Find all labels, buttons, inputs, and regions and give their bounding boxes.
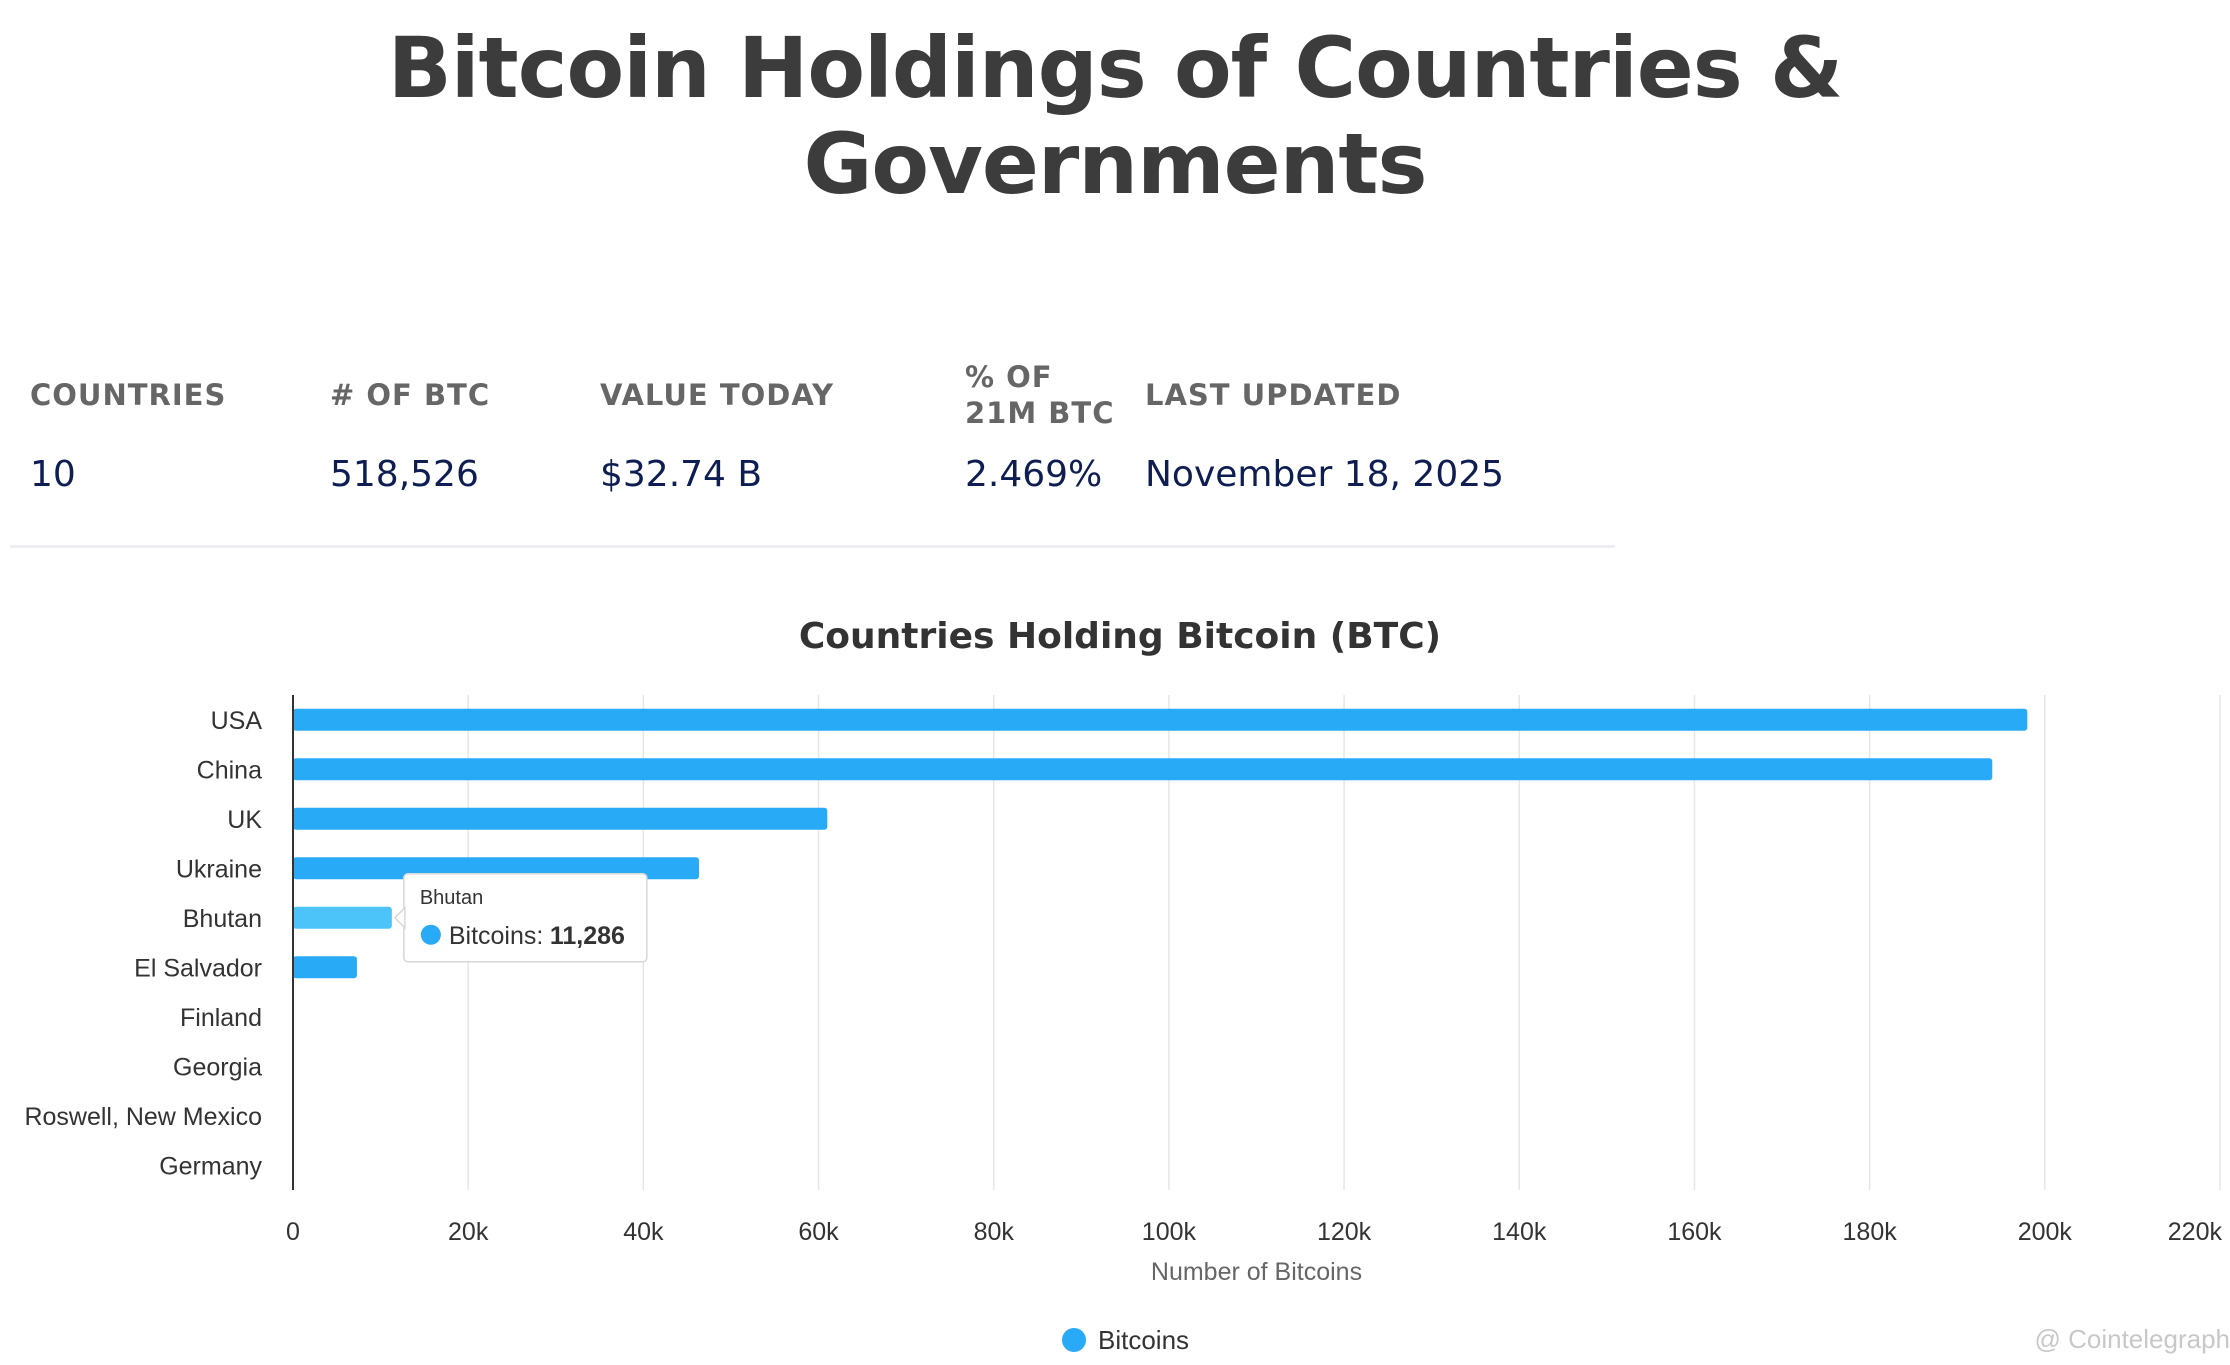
stat-value-today-label: VALUE TODAY: [600, 378, 834, 412]
stat-last-updated: LAST UPDATED November 18, 2025: [1145, 355, 1504, 497]
tooltip-marker: [420, 924, 441, 945]
category-label: Georgia: [173, 1053, 262, 1081]
category-label: UK: [227, 806, 262, 834]
x-tick-label: 200k: [2018, 1218, 2073, 1246]
stat-percent: % OF 21M BTC 2.469%: [965, 355, 1115, 497]
bar-uk[interactable]: [293, 807, 828, 830]
stats-summary: COUNTRIES 10 # OF BTC 518,526 VALUE TODA…: [10, 355, 1615, 548]
stat-countries-label: COUNTRIES: [30, 378, 227, 412]
x-tick-label: 20k: [448, 1218, 489, 1246]
x-tick-label: 80k: [974, 1218, 1015, 1246]
category-label: Roswell, New Mexico: [24, 1103, 262, 1131]
watermark: @ Cointelegraph: [2034, 1324, 2230, 1354]
chart-title: Countries Holding Bitcoin (BTC): [799, 616, 1441, 657]
category-label: Bhutan: [183, 905, 262, 933]
stat-btc: # OF BTC 518,526: [330, 355, 490, 497]
stat-percent-label: % OF 21M BTC: [965, 360, 1115, 430]
stat-last-updated-label: LAST UPDATED: [1145, 378, 1402, 412]
bar-el-salvador[interactable]: [293, 956, 357, 979]
x-tick-label: 40k: [623, 1218, 664, 1246]
tooltip-series-label: Bitcoins:: [449, 922, 550, 950]
bar-chart: Countries Holding Bitcoin (BTC) USA China…: [0, 600, 2230, 1365]
stat-btc-label: # OF BTC: [330, 378, 491, 412]
x-tick-label: 180k: [1843, 1218, 1898, 1246]
stat-last-updated-value: November 18, 2025: [1145, 454, 1505, 495]
stat-countries-value: 10: [30, 454, 76, 495]
tooltip: Bhutan Bitcoins: 11,286: [393, 873, 648, 963]
stat-value-today-value: $32.74 B: [600, 454, 763, 495]
bar-bhutan[interactable]: [293, 906, 392, 929]
page-title: Bitcoin Holdings of Countries & Governme…: [0, 20, 2230, 212]
category-label: Germany: [159, 1152, 262, 1180]
stat-btc-value: 518,526: [330, 454, 479, 495]
category-label: El Salvador: [134, 954, 262, 982]
category-labels: USA China UK Ukraine Bhutan El Salvador Finlan…: [24, 707, 262, 1181]
category-label: USA: [211, 707, 263, 735]
x-tick-label: 60k: [798, 1218, 839, 1246]
stat-countries: COUNTRIES 10: [30, 355, 226, 497]
tooltip-value: 11,286: [550, 922, 625, 950]
page-title-line-1: Bitcoin Holdings of Countries &: [387, 19, 1844, 117]
category-label: Finland: [180, 1004, 262, 1032]
x-tick-label: 140k: [1492, 1218, 1547, 1246]
tooltip-pointer: [393, 905, 406, 930]
legend[interactable]: Bitcoins: [1062, 1325, 1189, 1355]
x-axis-title: Number of Bitcoins: [1151, 1258, 1362, 1286]
bar-china[interactable]: [293, 758, 1993, 781]
x-tick-labels: 0 20k 40k 60k 80k 100k 120k 140k 160k 180k 200k 220…: [286, 1218, 2222, 1246]
chart-svg: Countries Holding Bitcoin (BTC) USA China…: [24, 616, 2222, 1355]
stat-value-today: VALUE TODAY $32.74 B: [600, 355, 834, 497]
tooltip-title: Bhutan: [420, 887, 483, 909]
bar-usa[interactable]: [293, 708, 2028, 731]
page-title-line-2: Governments: [803, 115, 1427, 213]
legend-label: Bitcoins: [1098, 1325, 1189, 1355]
category-label: Ukraine: [176, 855, 262, 883]
x-tick-label: 160k: [1667, 1218, 1722, 1246]
stat-percent-value: 2.469%: [965, 454, 1103, 495]
x-tick-label: 100k: [1142, 1218, 1197, 1246]
x-tick-label: 120k: [1317, 1218, 1372, 1246]
legend-marker: [1062, 1328, 1086, 1352]
x-tick-label: 0: [286, 1218, 300, 1246]
category-label: China: [197, 756, 262, 784]
x-tick-label: 220k: [2168, 1218, 2223, 1246]
